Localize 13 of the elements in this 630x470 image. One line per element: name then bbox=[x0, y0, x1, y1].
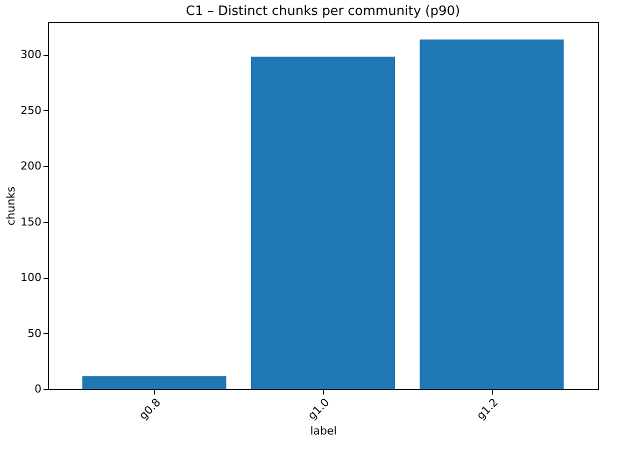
y-tick-label: 200 bbox=[20, 160, 42, 173]
y-axis-title: chunks bbox=[4, 186, 18, 226]
y-tick-label: 50 bbox=[28, 326, 42, 340]
y-tick-label: 250 bbox=[20, 104, 42, 117]
y-tick-label: 0 bbox=[34, 382, 42, 396]
y-tick-label: 150 bbox=[20, 215, 42, 228]
y-tick-label: 100 bbox=[20, 271, 42, 284]
y-tick-label: 300 bbox=[20, 48, 42, 62]
bar bbox=[251, 56, 395, 389]
x-axis-title: label bbox=[310, 424, 337, 438]
bar bbox=[420, 40, 564, 389]
bar bbox=[82, 376, 226, 389]
chart-title: C1 – Distinct chunks per community (p90) bbox=[186, 4, 460, 19]
